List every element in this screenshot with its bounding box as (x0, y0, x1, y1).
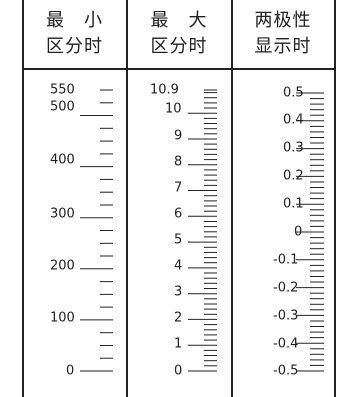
min-label-400: 400 (50, 152, 75, 168)
bi-label-neg0.2: -0.2 (273, 280, 299, 296)
bi-label-0.2: 0.2 (283, 168, 304, 184)
bi-label-neg0.1: -0.1 (273, 252, 299, 268)
max-label-2: 2 (174, 310, 183, 326)
max-label-10.9: 10.9 (150, 82, 179, 98)
header-min-line2: 区分时 (46, 36, 103, 57)
right-border (334, 0, 336, 397)
min-label-0: 0 (66, 363, 75, 379)
min-label-100: 100 (50, 310, 75, 326)
min-label-500: 500 (50, 99, 75, 115)
bi-label-neg0.3: -0.3 (273, 308, 299, 324)
max-label-0: 0 (174, 363, 183, 379)
bi-label-0.5: 0.5 (283, 85, 304, 101)
max-label-8: 8 (174, 154, 183, 170)
max-label-4: 4 (174, 258, 183, 274)
header-bipolar-line1: 两极性 (254, 10, 312, 31)
separator-1 (126, 0, 128, 397)
header-divider (22, 68, 336, 70)
bi-label-0.4: 0.4 (283, 112, 304, 128)
max-label-3: 3 (174, 284, 183, 300)
min-label-200: 200 (50, 258, 75, 274)
max-label-1: 1 (174, 336, 183, 352)
header-bipolar-line2: 显示时 (254, 36, 312, 57)
header-min-line1: 最 小 (46, 10, 103, 31)
max-label-9: 9 (174, 128, 183, 144)
bi-label-0.1: 0.1 (283, 196, 304, 212)
left-border (22, 0, 24, 397)
header-max-line2: 区分时 (150, 36, 208, 57)
bi-label-neg0.5: -0.5 (273, 363, 299, 379)
header-max: 最 大 区分时 (126, 0, 232, 68)
min-label-550: 550 (50, 82, 75, 98)
header-bipolar: 两极性 显示时 (231, 0, 335, 68)
max-label-10: 10 (165, 101, 182, 117)
max-label-7: 7 (174, 180, 183, 196)
max-label-6: 6 (174, 206, 183, 222)
header-max-line1: 最 大 (150, 10, 208, 31)
header-min: 最 小 区分时 (22, 0, 127, 68)
separator-2 (231, 0, 233, 397)
max-label-5: 5 (174, 232, 183, 248)
min-label-300: 300 (50, 206, 75, 222)
bi-label-neg0.4: -0.4 (273, 336, 299, 352)
bi-label-0.3: 0.3 (283, 140, 304, 156)
